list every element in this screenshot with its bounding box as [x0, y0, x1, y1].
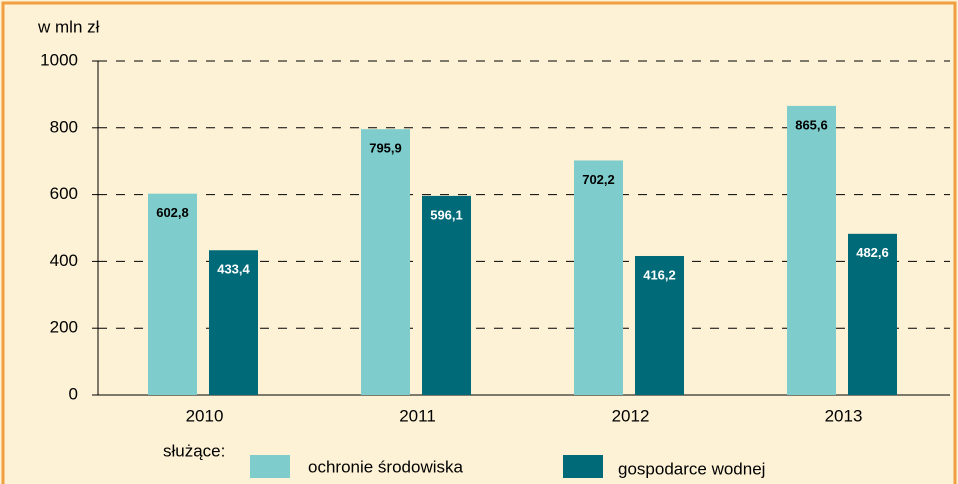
value-label: 702,2 — [582, 172, 615, 187]
y-tick-label: 600 — [50, 184, 78, 203]
x-tick-label: 2011 — [399, 406, 436, 425]
y-tick-label: 400 — [50, 251, 78, 270]
bar — [574, 160, 623, 395]
y-axis-label: w mln zł — [37, 17, 100, 36]
y-tick-label: 0 — [69, 384, 78, 403]
bar — [848, 233, 897, 395]
value-label: 795,9 — [369, 141, 402, 156]
value-label: 482,6 — [856, 245, 889, 260]
value-label: 865,6 — [795, 117, 828, 132]
legend-label: ochronie środowiska — [308, 457, 464, 476]
legend-swatch — [563, 455, 603, 478]
y-tick-label: 1000 — [40, 50, 78, 69]
value-label: 596,1 — [430, 207, 463, 222]
value-label: 602,8 — [156, 205, 189, 220]
bar — [148, 193, 197, 395]
bar — [361, 129, 410, 395]
legend-swatch — [250, 455, 290, 478]
y-tick-label: 200 — [50, 318, 78, 337]
x-tick-label: 2012 — [612, 406, 650, 425]
y-tick-label: 800 — [50, 117, 78, 136]
legend-label: gospodarce wodnej — [618, 459, 765, 478]
value-label: 433,4 — [217, 262, 250, 277]
x-tick-label: 2013 — [825, 406, 863, 425]
bar — [635, 255, 684, 395]
value-label: 416,2 — [643, 267, 676, 282]
bar — [209, 250, 258, 395]
bar — [787, 105, 836, 396]
bar — [422, 195, 471, 395]
legend-title: służące: — [163, 441, 225, 460]
x-tick-label: 2010 — [186, 406, 224, 425]
